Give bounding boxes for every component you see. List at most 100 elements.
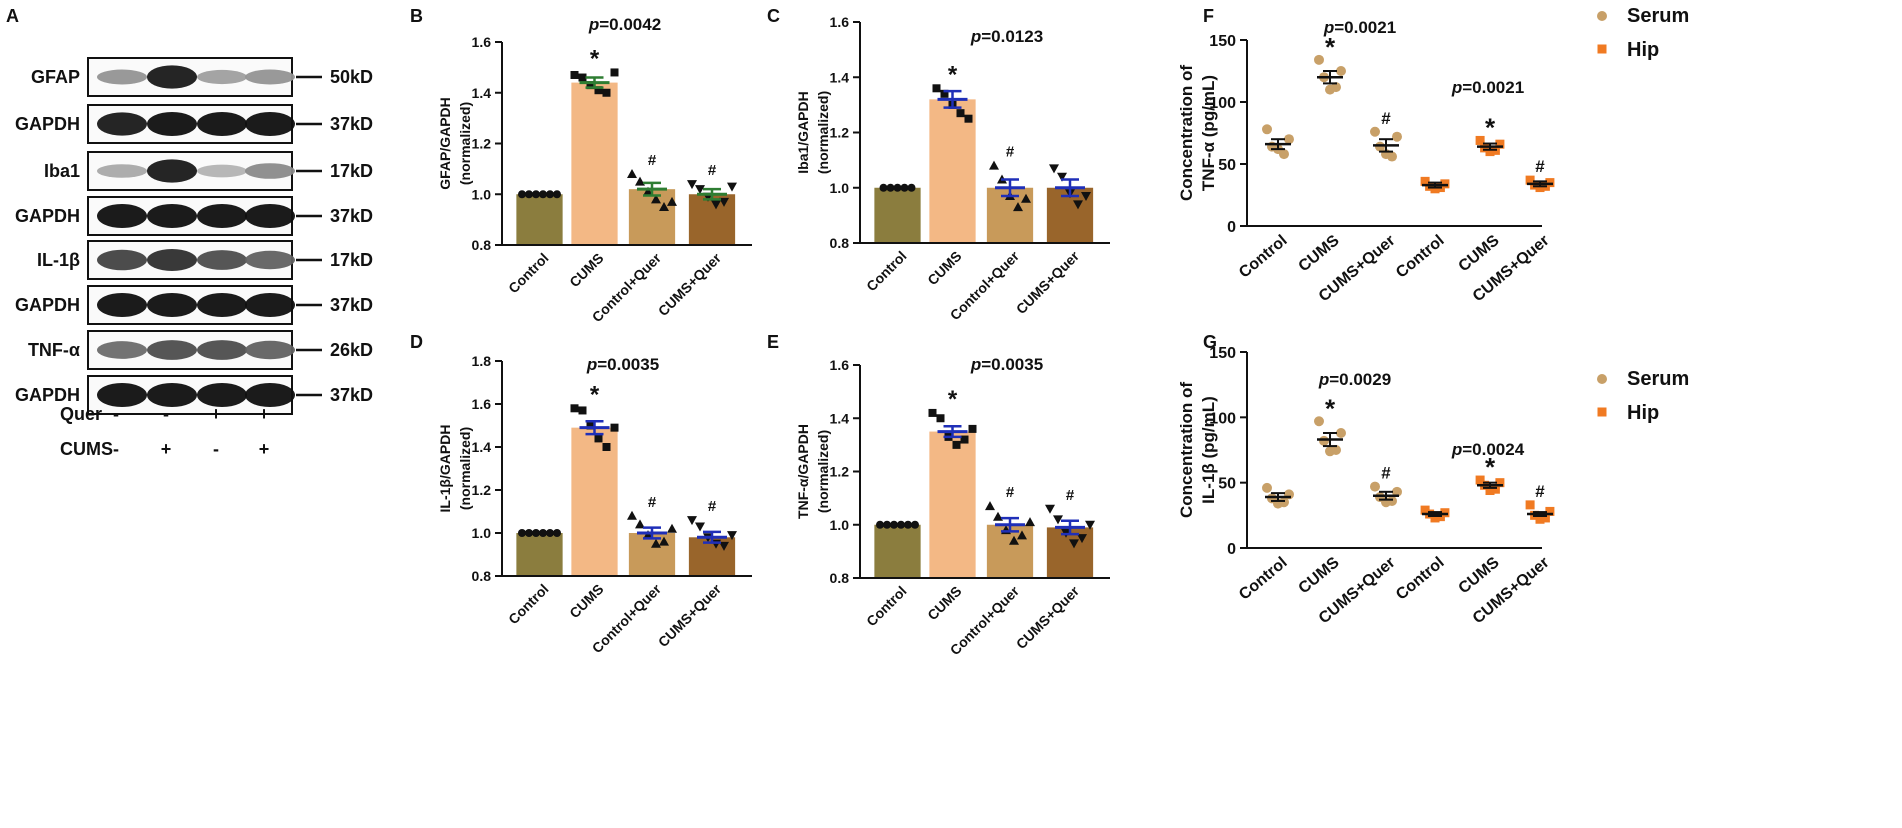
data-point [1073,200,1083,210]
x-tick-label: CUMS [1456,554,1503,598]
p-value-label: p=0.0035 [970,355,1043,374]
data-point [1025,517,1035,527]
blot-size-label: 37kD [330,295,373,315]
star-mark: * [1485,452,1496,482]
data-point-serum [1262,482,1272,493]
data-point-hip [1535,514,1545,524]
data-point [610,68,619,77]
data-point [911,520,919,529]
blot-band [97,383,147,407]
blot-band [147,383,197,407]
blot-band [197,250,247,270]
data-point [1045,504,1055,514]
p-letter: p [586,355,597,374]
star-mark: * [590,45,600,72]
data-point-hip [1485,486,1495,496]
p-value: =0.0024 [1462,440,1524,459]
star-mark: * [948,386,958,413]
hash-mark: # [648,152,657,169]
p-value: =0.0042 [599,15,661,34]
bar-control-quer [628,189,676,245]
p-value-serum: p=0.0021 [1323,18,1396,37]
x-tick-label: Control [505,581,552,628]
blot-band [147,159,197,183]
chart-panel-b: B 0.8 1.0 1.2 1.4 1.6 GFAP/GAPDH (normalized) * #… [410,6,752,325]
p-value: =0.0035 [981,355,1043,374]
blot-size-label: 37kD [330,114,373,134]
y-axis-label: TNF-α/GAPDH [795,424,811,519]
p-value: =0.0029 [1329,370,1391,389]
p-value: =0.0035 [597,355,659,374]
star-mark: * [590,381,600,408]
data-point [635,519,645,529]
y-tick-label: 50 [1218,157,1236,174]
blot-band [147,340,197,360]
blot-condition-sign: + [211,404,222,424]
y-tick-label: 1.8 [472,353,492,369]
data-point [904,520,912,529]
x-tick-label: CUMS+Quer [655,580,725,650]
panel-letter: G [1203,332,1217,352]
blot-band [197,69,247,85]
blot-band [97,164,147,178]
x-tick-label: Control [1393,232,1447,282]
data-point [719,197,729,207]
data-point-serum [1314,54,1324,65]
data-point [687,516,697,526]
panel-letter: E [767,332,779,352]
y-axis-label: IL-1β/GAPDH [437,425,453,513]
blot-band [147,293,197,317]
y-tick-label: 1.6 [472,396,492,412]
data-point-serum [1325,84,1335,95]
p-value: =0.0021 [1462,78,1524,97]
p-letter: p [970,27,981,46]
hash-mark: # [708,162,717,179]
blot-band [245,204,295,228]
p-letter: p [588,15,599,34]
blot-row: TNF-α 26kD [28,330,373,370]
hash-mark: # [1006,484,1015,501]
data-point [890,520,898,529]
x-tick-label: CUMS [924,583,964,623]
data-point [1049,164,1059,174]
data-point [1057,172,1067,182]
blot-band [245,69,295,85]
blot-band [245,250,295,270]
data-point [695,185,705,195]
data-point [932,84,941,93]
blot-protein-label: Iba1 [44,161,80,181]
data-point [886,183,895,192]
blot-size-label: 50kD [330,67,373,87]
x-tick-label: CUMS [1296,554,1343,598]
data-point [635,176,645,186]
data-point [687,180,697,190]
y-tick-label: 1.6 [472,34,492,50]
x-tick-label: Control [1393,554,1447,604]
data-point-hip [1475,475,1485,485]
data-point [539,190,547,199]
y-tick-label: 150 [1209,345,1236,362]
blot-row: GAPDH 37kD [15,285,373,325]
data-point [643,186,653,196]
data-point-serum [1284,134,1294,145]
data-point [1009,535,1019,545]
data-point [897,520,905,529]
data-point [968,424,977,433]
data-point [546,190,554,199]
legend-label-serum: Serum [1627,5,1689,27]
data-point-serum [1336,428,1346,439]
blot-size-label: 17kD [330,161,373,181]
data-point [586,421,595,430]
data-point-serum [1325,446,1335,457]
bar-cums [929,99,976,243]
hash-mark: # [1535,157,1545,176]
blot-band [97,69,147,85]
blot-size-label: 26kD [330,340,373,360]
data-point [627,168,637,178]
bar-control [516,533,563,576]
x-tick-label: CUMS [1456,232,1503,276]
blot-condition-sign: - [213,439,219,459]
chart-panel-g: G 0 50 100 150 Concentration of IL-1β (pg/mL) C… [1177,332,1689,627]
p-value-label: p=0.0042 [588,15,661,34]
y-tick-label: 1.6 [830,357,850,373]
